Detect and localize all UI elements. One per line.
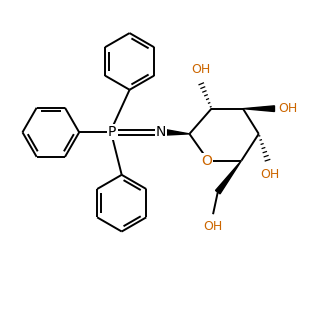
Text: OH: OH xyxy=(204,220,223,233)
Text: OH: OH xyxy=(278,102,298,115)
Polygon shape xyxy=(216,161,241,194)
Text: OH: OH xyxy=(260,168,279,181)
Text: P: P xyxy=(108,125,116,139)
Text: OH: OH xyxy=(191,63,210,76)
Text: O: O xyxy=(201,154,212,168)
Polygon shape xyxy=(165,129,189,135)
Polygon shape xyxy=(243,106,274,112)
Text: N: N xyxy=(156,125,166,139)
